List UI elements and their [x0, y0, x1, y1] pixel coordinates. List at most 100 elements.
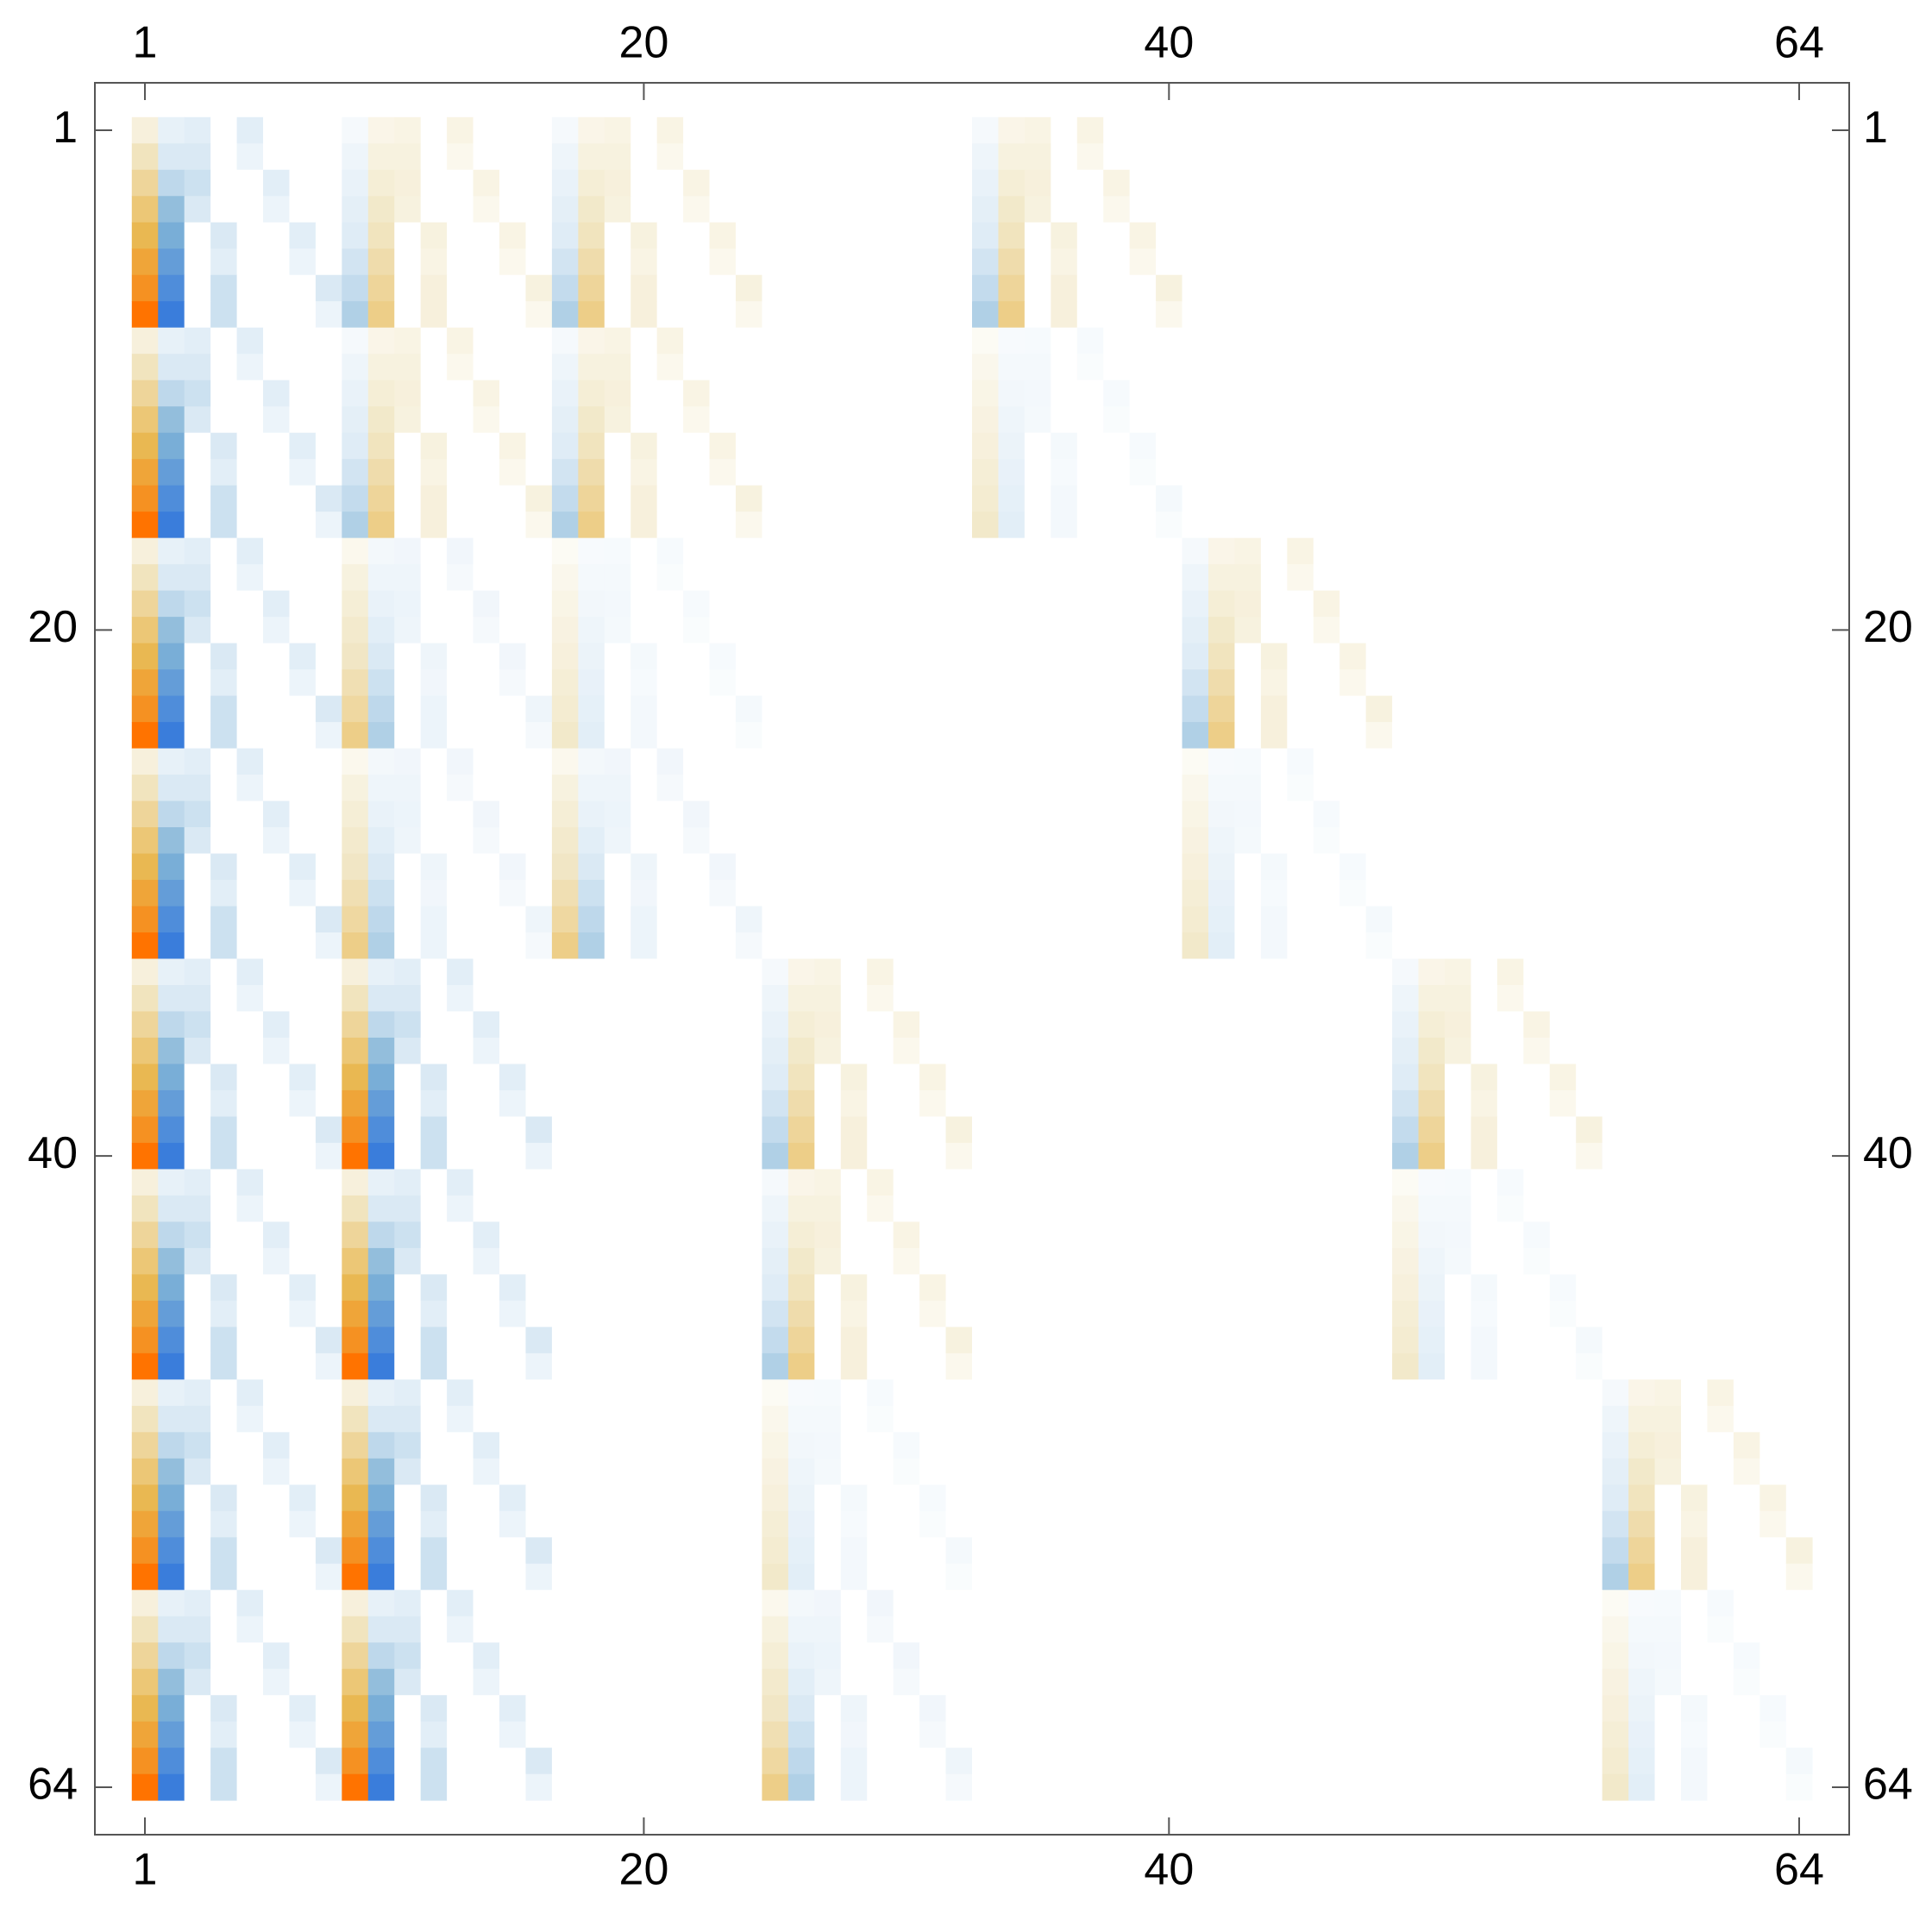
cell [342, 1563, 369, 1591]
cell [736, 827, 762, 854]
cell [1602, 1089, 1629, 1117]
cell [1287, 880, 1314, 907]
cell [945, 1300, 973, 1327]
cell [184, 1748, 211, 1775]
cell [1444, 695, 1471, 723]
cell [131, 1089, 159, 1117]
cell [762, 1642, 789, 1670]
cell [893, 958, 920, 986]
cell [814, 432, 842, 460]
cell [210, 1510, 237, 1538]
cell [1496, 617, 1524, 644]
cell [1602, 222, 1629, 249]
cell [1602, 248, 1629, 276]
cell [525, 1563, 553, 1591]
cell [394, 459, 422, 486]
cell [1496, 1590, 1524, 1617]
cell [473, 222, 500, 249]
cell [998, 1563, 1026, 1591]
cell [1444, 1563, 1471, 1591]
cell [499, 1616, 526, 1643]
cell [342, 1510, 369, 1538]
cell [1182, 169, 1209, 197]
cell [447, 327, 474, 355]
cell [1076, 1773, 1104, 1801]
cell [1760, 1169, 1787, 1196]
cell [578, 669, 605, 696]
cell [525, 1510, 553, 1538]
cell [1365, 459, 1393, 486]
cell [1103, 169, 1131, 197]
cell [210, 748, 237, 775]
cell [814, 1668, 842, 1696]
cell [420, 222, 448, 249]
cell [945, 906, 973, 933]
cell [158, 537, 185, 565]
cell [1707, 116, 1734, 144]
cell [1760, 748, 1787, 775]
cell [315, 1327, 342, 1354]
cell [210, 1011, 237, 1039]
cell [1392, 169, 1419, 197]
cell [1182, 116, 1209, 144]
cell [1103, 1037, 1131, 1064]
cell [867, 669, 894, 696]
cell [1628, 116, 1655, 144]
cell [1523, 301, 1551, 329]
cell [919, 1537, 946, 1565]
cell [394, 1537, 422, 1565]
cell [394, 327, 422, 355]
cell [1471, 1405, 1498, 1433]
cell [840, 775, 868, 801]
cell [945, 775, 973, 801]
cell [1313, 143, 1340, 171]
cell [1260, 1405, 1288, 1433]
cell [945, 932, 973, 959]
cell [604, 1142, 631, 1170]
cell [736, 880, 762, 907]
cell [131, 1721, 159, 1748]
cell [919, 722, 946, 749]
cell [1628, 1064, 1655, 1091]
cell [1496, 1721, 1524, 1748]
cell [131, 1537, 159, 1565]
cell [1103, 222, 1131, 249]
cell [342, 880, 369, 907]
cell [1103, 984, 1131, 1012]
cell [499, 1510, 526, 1538]
cell [315, 537, 342, 565]
cell [1471, 1484, 1498, 1512]
cell [1287, 1484, 1314, 1512]
cell [1628, 327, 1655, 355]
cell [210, 1353, 237, 1380]
cell [972, 590, 999, 618]
cell [1549, 1037, 1577, 1064]
cell [1471, 1195, 1498, 1222]
cell [814, 116, 842, 144]
cell [184, 248, 211, 276]
cell [315, 1590, 342, 1617]
cell [1076, 1379, 1104, 1407]
cell [394, 722, 422, 749]
cell [630, 880, 658, 907]
cell [972, 1563, 999, 1591]
cell [131, 1668, 159, 1696]
cell [893, 800, 920, 828]
cell [131, 354, 159, 381]
cell [683, 643, 710, 670]
cell [367, 222, 395, 249]
cell [499, 932, 526, 959]
cell [131, 722, 159, 749]
cell [578, 1590, 605, 1617]
cell [893, 1142, 920, 1170]
cell [1287, 1379, 1314, 1407]
cell [131, 853, 159, 881]
cell [1182, 1247, 1209, 1275]
cell [210, 1405, 237, 1433]
cell [814, 1037, 842, 1064]
cell [736, 143, 762, 171]
cell [1628, 143, 1655, 171]
cell [762, 485, 789, 512]
cell [893, 432, 920, 460]
cell [1418, 512, 1446, 539]
